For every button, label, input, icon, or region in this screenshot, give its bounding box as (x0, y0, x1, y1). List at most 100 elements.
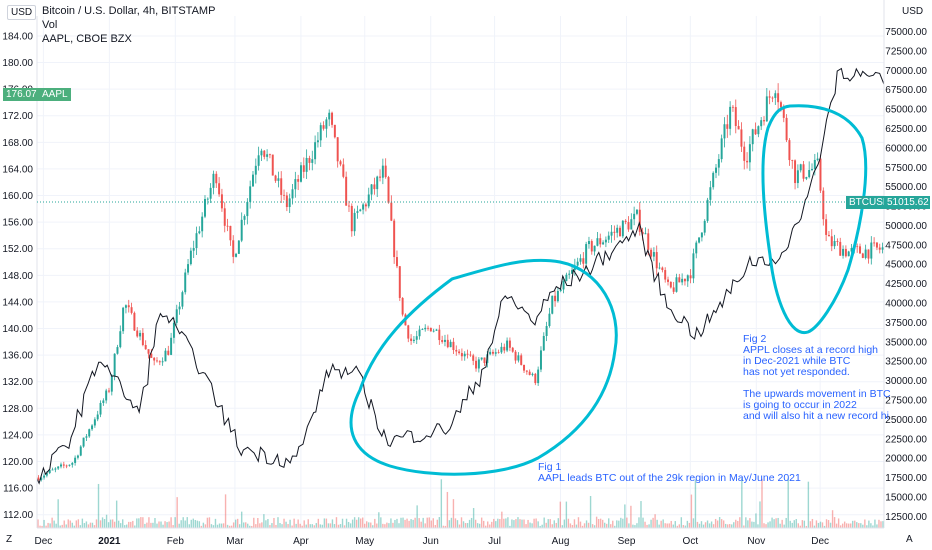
symbol-title[interactable]: Bitcoin / U.S. Dollar, 4h, BITSTAMP (42, 5, 216, 17)
candle-body (85, 436, 88, 438)
candle-body (443, 339, 446, 342)
candle-body (359, 209, 362, 212)
auto-scale-z-button[interactable]: Z (3, 533, 16, 546)
volume-bar (206, 517, 209, 528)
volume-bar (827, 520, 830, 528)
candle-body (156, 360, 158, 362)
right-axis-tick-label: 12500.00 (885, 512, 927, 523)
volume-bar (460, 517, 463, 528)
volume-bar (240, 511, 243, 528)
candle-body (393, 220, 396, 258)
right-currency-button[interactable]: USD (899, 5, 927, 18)
volume-bar (146, 522, 148, 528)
volume-bar (331, 519, 334, 528)
volume-bar (612, 520, 614, 528)
volume-bar (307, 519, 309, 528)
candle-body (105, 390, 108, 401)
candle-body (681, 278, 684, 283)
left-axis-tick-label: 148.00 (2, 271, 33, 282)
volume-bar (355, 519, 358, 528)
candle-body (65, 465, 68, 467)
candle-body (82, 437, 85, 447)
candle-body (212, 173, 215, 188)
candle-body (347, 205, 350, 207)
volume-bar (249, 525, 251, 528)
compare-symbol-label[interactable]: AAPL, CBOE BZX (42, 33, 132, 45)
volume-bar (93, 525, 96, 528)
volume-bar (499, 519, 501, 528)
candle-body (48, 470, 51, 474)
volume-bar (480, 517, 483, 528)
candle-body (40, 477, 43, 481)
volume-bar (854, 520, 856, 528)
volume-bar (299, 523, 301, 528)
volume-bar (579, 521, 582, 528)
fig2-highlight-ellipse[interactable] (761, 104, 868, 335)
user-drawings[interactable] (349, 104, 868, 476)
candle-body (731, 106, 734, 108)
volume-bar (531, 523, 533, 528)
candle-body (754, 129, 757, 135)
candle-body (525, 370, 528, 372)
right-axis-tick-label: 32500.00 (885, 357, 927, 368)
candle-body (489, 351, 492, 355)
volume-bar (273, 517, 275, 528)
fig1-highlight-ellipse[interactable] (349, 258, 618, 476)
candle-body (204, 199, 206, 217)
volume-bar (271, 523, 273, 528)
volume-bar (616, 520, 618, 528)
candle-body (491, 351, 494, 354)
indicator-label[interactable]: Vol (42, 19, 58, 31)
left-currency-button[interactable]: USD (7, 5, 37, 20)
candle-body (181, 292, 184, 307)
candle-body (74, 457, 77, 463)
candle-body (260, 150, 263, 156)
volume-bar (99, 520, 102, 528)
time-axis[interactable]: Dec 2021 Feb Mar Apr May Jun Jul Aug Sep Oct Nov Dec (34, 536, 829, 547)
left-price-axis[interactable]: 112.00 116.00 120.00 124.00 128.00 132.00 136.… (2, 31, 33, 521)
volume-bar (569, 523, 572, 528)
candle-body (779, 102, 782, 108)
volume-bar (368, 522, 370, 528)
volume-bar (706, 520, 709, 528)
fig2-annotation[interactable]: Fig 2 APPL closes at a record high in De… (743, 333, 891, 422)
volume-bar (37, 519, 39, 528)
candle-body (579, 258, 582, 262)
volume-bar (210, 524, 213, 528)
volume-bar (335, 517, 338, 528)
candle-body (294, 179, 297, 190)
volume-bar (115, 500, 118, 528)
right-price-axis[interactable]: 12500.00 15000.00 17500.00 20000.00 22500.00… (885, 27, 927, 523)
candle-body (147, 349, 150, 354)
volume-bar (464, 523, 467, 528)
volume-bar (53, 520, 55, 528)
fig1-annotation[interactable]: Fig 1 AAPL leads BTC out of the 29k regi… (538, 461, 801, 484)
candle-body (314, 142, 317, 160)
volume-bar (716, 520, 719, 528)
volume-bar (858, 523, 860, 528)
volume-bar (749, 518, 751, 528)
candle-body (268, 154, 271, 156)
candle-body (455, 349, 458, 352)
candle-body (796, 170, 799, 184)
volume-bar (388, 523, 390, 528)
volume-bar (43, 519, 45, 528)
volume-bar (688, 522, 691, 528)
candle-body (587, 241, 590, 245)
candle-body (503, 346, 506, 351)
volume-bar (243, 522, 245, 528)
candle-body (641, 231, 644, 235)
volume-bar (148, 517, 150, 528)
volume-bar (583, 523, 586, 528)
volume-bar (624, 504, 626, 528)
volume-bar (638, 517, 640, 528)
volume-bar (862, 524, 864, 528)
auto-scale-a-button[interactable]: A (903, 533, 916, 546)
volume-bar (364, 523, 366, 528)
candle-body (842, 248, 845, 256)
candle-body (816, 158, 819, 160)
volume-bar (783, 524, 785, 528)
volume-bar (731, 524, 733, 528)
volume-bar (823, 525, 826, 528)
